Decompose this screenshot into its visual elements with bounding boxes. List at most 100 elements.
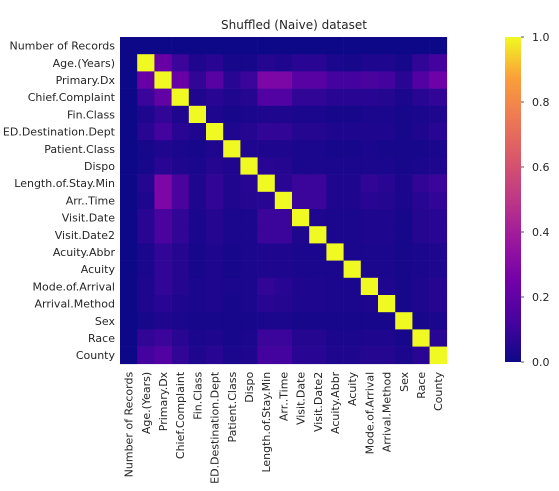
heatmap-cell [120, 37, 138, 55]
heatmap-cell [360, 260, 379, 279]
heatmap-cell [360, 191, 379, 210]
heatmap-cell [274, 174, 293, 193]
heatmap-cell [171, 123, 190, 141]
y-tick-label: Race [88, 332, 115, 345]
x-tick-label: Race [415, 372, 428, 399]
x-tick-label: ED.Destination.Dept [209, 371, 222, 484]
y-tick-label: Chief.Complaint [28, 91, 116, 104]
heatmap-cell [223, 191, 241, 210]
heatmap-cell [274, 346, 293, 365]
heatmap-cell [292, 157, 310, 175]
heatmap-cell [274, 88, 293, 107]
heatmap-cell [154, 140, 172, 158]
heatmap-cell [378, 312, 396, 330]
heatmap-cell [120, 105, 138, 124]
heatmap-cell [395, 123, 413, 141]
heatmap-cell [378, 295, 396, 313]
heatmap-cell [292, 123, 310, 141]
heatmap-cell [412, 226, 430, 244]
heatmap-cell [206, 346, 224, 365]
heatmap-cell [223, 295, 241, 313]
heatmap-cell [292, 226, 310, 244]
heatmap-cell [395, 105, 413, 124]
heatmap-cell [154, 157, 172, 175]
x-tick-label: Sex [398, 371, 411, 392]
colorbar-tick-label: 0.4 [532, 226, 550, 239]
x-tick-label: Length.of.Stay.Min [260, 372, 273, 473]
heatmap-cell [309, 346, 327, 365]
heatmap-cell [257, 88, 276, 107]
heatmap-cell [274, 157, 293, 175]
heatmap-cell [309, 295, 327, 313]
heatmap-cell [429, 191, 448, 210]
heatmap-cell [412, 88, 430, 107]
heatmap-cell [171, 277, 190, 296]
heatmap-cell [188, 54, 207, 72]
heatmap-cell [240, 329, 258, 347]
heatmap-cell [292, 243, 310, 261]
heatmap-cell [412, 295, 430, 313]
heatmap-cell [206, 295, 224, 313]
heatmap-cell [206, 174, 224, 193]
heatmap-cell [309, 226, 327, 244]
heatmap-cell [257, 123, 276, 141]
y-tick-label: Number of Records [9, 40, 115, 53]
heatmap-cell [360, 54, 379, 72]
heatmap-cell [171, 71, 190, 89]
heatmap-cell [360, 209, 379, 227]
heatmap-cell [223, 123, 241, 141]
heatmap-cell [378, 260, 396, 279]
heatmap-cell [240, 243, 258, 261]
heatmap-cell [378, 123, 396, 141]
heatmap-cell [412, 312, 430, 330]
x-tick-label: Arr..Time [277, 372, 290, 422]
heatmap-cell [171, 88, 190, 107]
heatmap-cell [137, 71, 155, 89]
heatmap-cell [188, 243, 207, 261]
heatmap-cell [343, 209, 362, 227]
heatmap-cell [292, 71, 310, 89]
heatmap-cell [240, 140, 258, 158]
x-tick-label: Arrival.Method [381, 372, 394, 453]
heatmap-cell [326, 140, 344, 158]
heatmap-cell [292, 105, 310, 124]
heatmap-cell [188, 312, 207, 330]
heatmap-cell [395, 277, 413, 296]
heatmap-cell [154, 71, 172, 89]
heatmap-cell [326, 260, 344, 279]
heatmap-cell [326, 88, 344, 107]
heatmap-cell [188, 174, 207, 193]
heatmap-cell [429, 54, 448, 72]
heatmap-cell [292, 88, 310, 107]
heatmap-cell [429, 209, 448, 227]
heatmap-cell [188, 37, 207, 55]
heatmap-cell [378, 191, 396, 210]
heatmap-cell [274, 105, 293, 124]
heatmap-cell [412, 260, 430, 279]
y-tick-label: Length.of.Stay.Min [14, 177, 115, 190]
y-tick-label: Acuity.Abbr [53, 246, 116, 259]
heatmap-cell [292, 295, 310, 313]
heatmap-cell [360, 346, 379, 365]
heatmap-cell [274, 71, 293, 89]
y-tick-label: Dispo [84, 160, 115, 173]
heatmap-cell [257, 157, 276, 175]
heatmap-cell [309, 277, 327, 296]
heatmap-cell [412, 329, 430, 347]
heatmap-cell [223, 260, 241, 279]
x-tick-label: Dispo [243, 372, 256, 403]
heatmap-cell [154, 88, 172, 107]
heatmap-cell [137, 277, 155, 296]
y-tick-label: Arr..Time [66, 194, 116, 207]
heatmap-cell [395, 226, 413, 244]
heatmap-cell [292, 54, 310, 72]
heatmap-cell [378, 37, 396, 55]
heatmap-cell [188, 260, 207, 279]
heatmap-cell [120, 243, 138, 261]
heatmap-cell [137, 260, 155, 279]
heatmap-cell [154, 243, 172, 261]
heatmap-cell [343, 329, 362, 347]
heatmap-cell [326, 191, 344, 210]
heatmap-cell [429, 312, 448, 330]
heatmap-cell [429, 346, 448, 365]
